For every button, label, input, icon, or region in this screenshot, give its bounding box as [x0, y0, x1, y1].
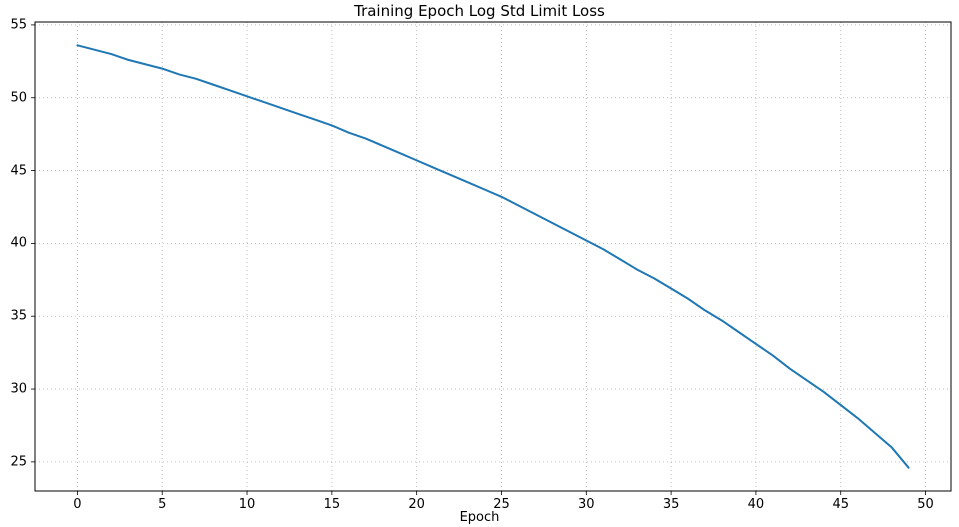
y-tick-label: 30 [10, 382, 27, 397]
chart-container: Training Epoch Log Std Limit Loss 051015… [0, 0, 959, 527]
y-tick-label: 25 [10, 454, 27, 469]
x-axis-label: Epoch [0, 510, 959, 525]
chart-title: Training Epoch Log Std Limit Loss [0, 2, 959, 20]
plot-area: 0510152025303540455025303540455055 [35, 22, 951, 491]
y-tick-label: 40 [10, 236, 27, 251]
y-tick-label: 45 [10, 163, 27, 178]
plot-svg [35, 22, 951, 491]
y-tick-label: 50 [10, 90, 27, 105]
y-tick-label: 35 [10, 309, 27, 324]
y-tick-label: 55 [10, 17, 27, 32]
loss-line [77, 45, 908, 467]
